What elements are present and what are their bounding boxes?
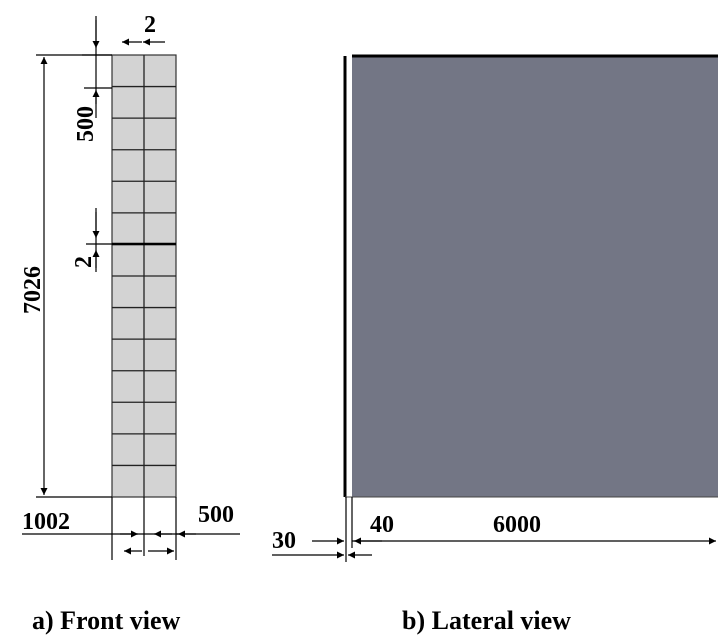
dim-cell-width-label: 500 [198, 502, 234, 528]
front-view-caption: a) Front view [32, 606, 180, 635]
front-view: 2 500 2 7026 [20, 12, 240, 635]
dim-top-width-label: 2 [144, 12, 156, 38]
dim-offset-label: 30 [272, 528, 296, 554]
lateral-view: 30 40 6000 b) Lateral view [272, 54, 718, 635]
dim-total-height: 7026 [20, 54, 112, 498]
dim-bottom: 1002 500 [22, 497, 240, 560]
dim-total-width-label: 1002 [22, 509, 70, 535]
dim-top-spacing-label: 500 [73, 106, 99, 142]
dim-length-label: 6000 [493, 512, 541, 538]
lateral-view-caption: b) Lateral view [402, 606, 571, 635]
lateral-view-panel [352, 55, 718, 497]
dim-mid-gap: 2 [71, 208, 112, 272]
dim-total-height-label: 7026 [20, 266, 46, 314]
dim-top-width: 2 [122, 12, 165, 46]
dim-thickness-label: 40 [370, 512, 394, 538]
dim-mid-gap-label: 2 [71, 256, 97, 268]
